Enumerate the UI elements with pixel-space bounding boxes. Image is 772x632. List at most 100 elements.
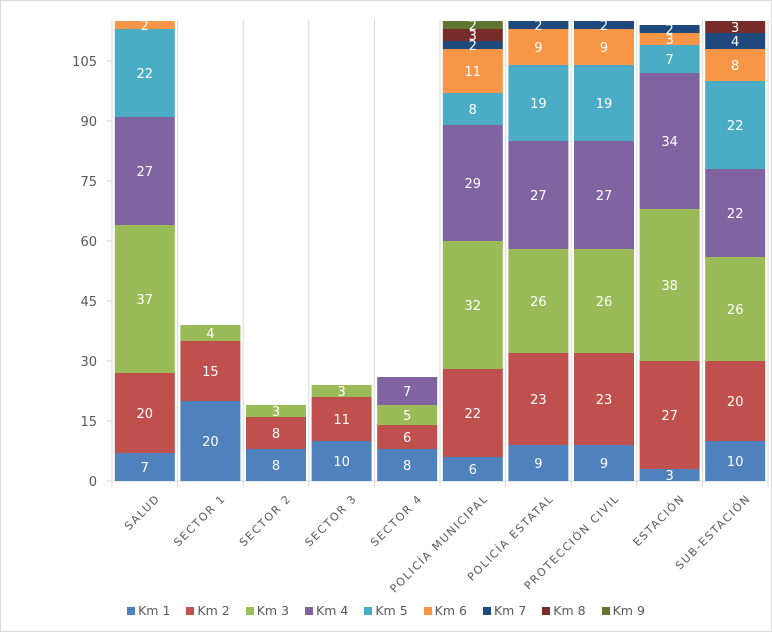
y-tick-label: 75	[80, 175, 97, 190]
legend-item: Km 8	[542, 603, 586, 618]
bar-segment	[574, 29, 634, 65]
legend-swatch	[305, 606, 314, 615]
grid-lines	[106, 20, 769, 487]
bar-segment	[442, 457, 503, 481]
x-tick-label: SUB-ESTACIÓN	[673, 492, 753, 572]
bar-segment	[574, 445, 634, 481]
bar-segment	[508, 353, 569, 445]
legend-item: Km 4	[305, 603, 348, 618]
bar-segment	[639, 45, 700, 73]
bar-segment	[508, 141, 569, 249]
data-label: 4	[731, 35, 739, 50]
data-label: 38	[661, 279, 678, 294]
data-label: 8	[469, 103, 477, 118]
data-label: 2	[469, 19, 477, 34]
y-tick-label: 105	[72, 55, 97, 70]
legend-item: Km 1	[127, 603, 170, 618]
legend-label: Km 1	[138, 603, 171, 618]
legend-item: Km 5	[364, 603, 408, 618]
bar-segment	[377, 377, 438, 405]
data-label: 27	[661, 409, 678, 424]
bar-segment	[508, 21, 569, 29]
bar-segment	[377, 425, 438, 449]
bar-segment	[442, 93, 503, 125]
bar-segment	[639, 209, 700, 361]
data-label: 29	[465, 177, 482, 192]
data-label: 6	[403, 431, 411, 446]
data-label: 19	[530, 97, 547, 112]
bar-segment	[639, 33, 700, 45]
bars	[114, 21, 766, 481]
bar-segment	[246, 417, 306, 449]
bar-segment	[639, 73, 700, 209]
legend-label: Km 2	[197, 603, 230, 618]
data-label: 3	[665, 33, 673, 48]
bar-segment	[705, 441, 766, 481]
bar-segment	[442, 21, 503, 29]
bar-segment	[574, 353, 634, 445]
legend-label: Km 5	[375, 603, 408, 618]
legend-item: Km 2	[186, 603, 230, 618]
data-label: 23	[530, 393, 547, 408]
data-label: 2	[600, 19, 608, 34]
bar-segment	[508, 249, 569, 353]
data-label: 19	[596, 97, 613, 112]
bar-segment	[705, 257, 766, 361]
data-label: 3	[665, 469, 673, 484]
bar-segment	[574, 141, 634, 249]
data-label: 7	[665, 53, 673, 68]
bar-segment	[442, 29, 503, 41]
data-label: 22	[137, 67, 154, 82]
legend-label: Km 8	[553, 603, 586, 618]
bar-segment	[180, 341, 241, 401]
data-label: 22	[727, 207, 744, 222]
data-label: 34	[661, 135, 678, 150]
data-label: 22	[465, 407, 482, 422]
data-label: 8	[272, 459, 280, 474]
bar-segment	[180, 325, 241, 341]
data-label: 23	[596, 393, 613, 408]
y-tick-label: 30	[80, 355, 97, 370]
legend-swatch	[364, 606, 373, 615]
bar-segment	[442, 125, 503, 241]
legend-item: Km 6	[423, 603, 467, 618]
bar-segment	[114, 21, 175, 29]
bar-segment	[442, 369, 503, 457]
bar-segment	[114, 225, 175, 373]
x-tick-label: SECTOR 3	[302, 492, 359, 549]
data-label: 10	[333, 455, 350, 470]
x-tick-label: ESTACIÓN	[631, 492, 688, 549]
data-label: 8	[403, 459, 411, 474]
bar-segment	[442, 41, 503, 49]
data-label: 26	[596, 295, 613, 310]
bar-segment	[705, 33, 766, 49]
data-label: 37	[137, 293, 154, 308]
legend-label: Km 4	[316, 603, 349, 618]
legend-swatch	[601, 606, 610, 615]
y-tick-label: 45	[80, 295, 97, 310]
data-label: 26	[727, 303, 744, 318]
data-label: 10	[727, 455, 744, 470]
data-label: 3	[337, 385, 345, 400]
bar-segment	[442, 241, 503, 369]
legend-label: Km 6	[434, 603, 467, 618]
y-tick-label: 90	[80, 115, 97, 130]
bar-segment	[311, 397, 372, 441]
legend: Km 1 Km 2 Km 3 Km 4 Km 5 Km 6 Km 7 Km 8 Km 9	[0, 603, 772, 618]
bar-segment	[311, 385, 372, 397]
data-label: 20	[202, 435, 219, 450]
y-tick-label: 15	[80, 415, 97, 430]
x-tick-label: SALUD	[122, 492, 163, 533]
legend-swatch	[423, 606, 432, 615]
data-label: 8	[272, 427, 280, 442]
bar-segment	[574, 249, 634, 353]
bar-segment	[180, 401, 241, 481]
y-tick-label: 0	[89, 475, 97, 490]
bar-segment	[377, 405, 438, 425]
y-axis: 0 15 30 45 60 75 90 105	[72, 55, 112, 490]
data-label: 11	[333, 413, 350, 428]
data-label: 27	[137, 165, 154, 180]
bar-segment	[114, 373, 175, 453]
x-tick-label: SECTOR 1	[171, 492, 228, 549]
